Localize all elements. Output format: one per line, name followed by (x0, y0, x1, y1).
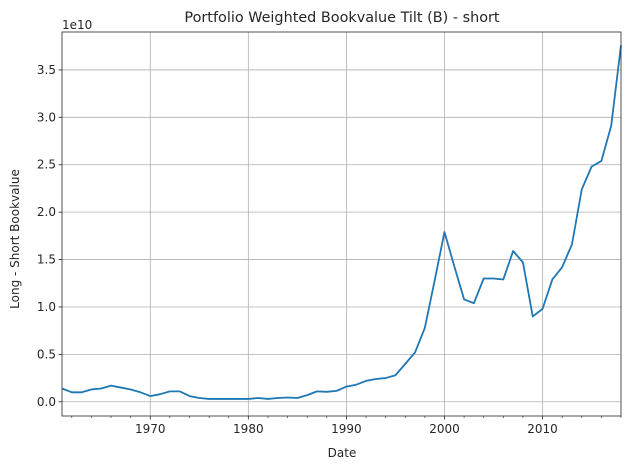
axis-ticks (58, 69, 622, 420)
y-tick-label: 0.5 (37, 347, 56, 361)
tick-labels: 1970 1980 1990 2000 2010 0.0 0.5 1.0 1.5 2.0 2.5 3.… (37, 63, 558, 436)
y-tick-label: 1.0 (37, 300, 56, 314)
y-tick-label: 3.0 (37, 110, 56, 124)
x-tick-label: 2000 (429, 422, 460, 436)
x-axis-label: Date (328, 446, 357, 460)
y-tick-label: 2.0 (37, 205, 56, 219)
series-line (61, 45, 622, 400)
grid-lines (62, 32, 621, 416)
y-tick-label: 2.5 (37, 158, 56, 172)
y-tick-label: 0.0 (37, 395, 56, 409)
y-tick-label: 1.5 (37, 253, 56, 267)
x-tick-label: 1980 (233, 422, 264, 436)
series-layer (61, 45, 622, 400)
x-tick-label: 2010 (527, 422, 558, 436)
y-offset-label: 1e10 (62, 18, 92, 32)
x-tick-label: 1990 (331, 422, 362, 436)
chart-title: Portfolio Weighted Bookvalue Tilt (B) - … (184, 10, 500, 26)
y-tick-label: 3.5 (37, 63, 56, 77)
plot-frame (61, 31, 622, 417)
y-axis-label: Long - Short Bookvalue (8, 169, 22, 309)
x-tick-label: 1970 (135, 422, 166, 436)
